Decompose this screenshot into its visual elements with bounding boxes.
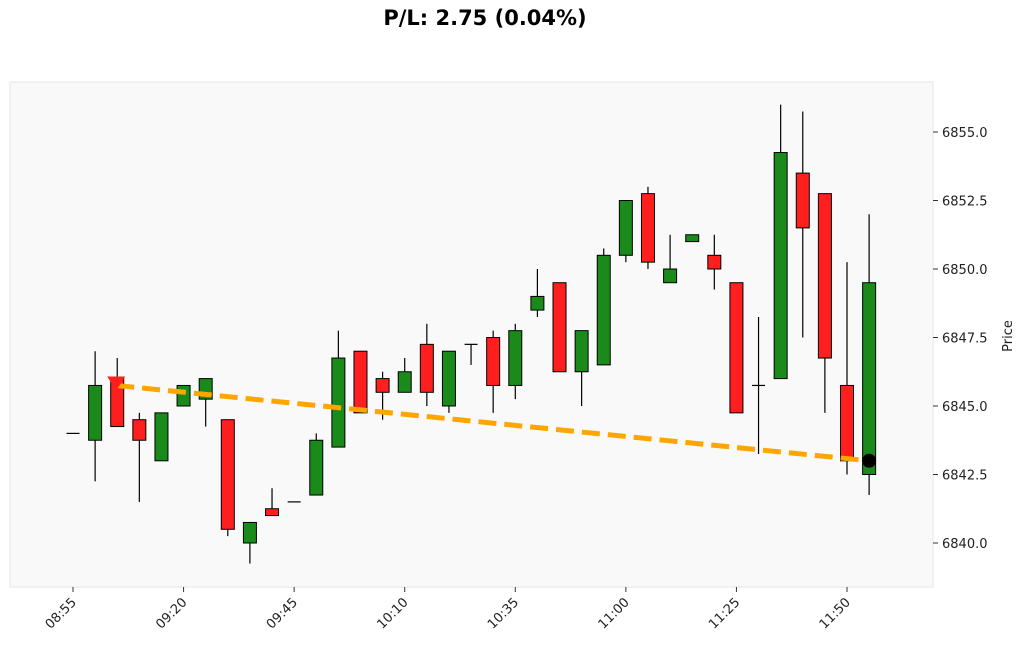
candle-body-up xyxy=(508,330,523,386)
plot-area xyxy=(9,81,934,588)
candle xyxy=(530,269,545,317)
candle-body-down xyxy=(817,193,832,359)
candle-body-up xyxy=(663,268,678,284)
trade-overlay xyxy=(107,376,877,468)
candle xyxy=(773,104,788,380)
y-tick-label: 6842.5 xyxy=(942,469,988,484)
candle xyxy=(574,330,589,406)
candle xyxy=(220,419,235,537)
candle-body-down xyxy=(840,384,854,462)
candle-body-down xyxy=(375,378,390,393)
x-tick-label: 09:45 xyxy=(264,595,301,632)
x-axis: 08:55 09:20 09:45 10:10 10:35 11:00 11:25 11:50 xyxy=(43,587,854,632)
candle xyxy=(707,234,722,290)
candle xyxy=(154,412,169,462)
candle xyxy=(729,282,744,414)
candle xyxy=(309,433,324,496)
entry-marker xyxy=(107,376,126,391)
y-tick-label: 6845.0 xyxy=(942,400,988,415)
candle xyxy=(596,248,611,366)
x-tick-label: 08:55 xyxy=(43,595,80,632)
candle-body-up xyxy=(773,152,788,380)
candle xyxy=(552,282,567,373)
candle xyxy=(464,343,478,365)
y-axis: 6840.0 6842.5 6845.0 6847.5 6850.0 6852.5 6855… xyxy=(933,126,988,552)
candle-body-up xyxy=(530,295,545,311)
candle-body-down xyxy=(486,337,501,386)
candle xyxy=(817,193,832,413)
candle-body-up xyxy=(574,330,589,373)
candle xyxy=(795,111,810,338)
candle xyxy=(242,521,257,564)
candle-body-down xyxy=(265,508,280,517)
candle xyxy=(110,358,125,428)
candle xyxy=(176,384,191,407)
x-tick-label: 10:35 xyxy=(485,595,522,632)
candle xyxy=(862,214,877,496)
candle xyxy=(508,323,523,400)
candle-body-down xyxy=(640,193,655,263)
candle xyxy=(331,330,346,448)
candle-body-down xyxy=(419,343,434,393)
x-tick-label: 10:10 xyxy=(374,595,411,632)
candle-body-up xyxy=(397,371,412,393)
candle xyxy=(618,200,633,263)
candle xyxy=(685,234,700,243)
candle-body-down xyxy=(353,350,368,414)
y-tick-label: 6852.5 xyxy=(942,195,988,210)
candle xyxy=(840,262,854,475)
candle-body-up xyxy=(441,350,456,407)
candle xyxy=(419,323,434,406)
candle-body-up xyxy=(242,521,257,544)
candle-body-up xyxy=(88,384,103,441)
candle xyxy=(265,488,280,517)
candle xyxy=(640,186,655,269)
candle-body-up xyxy=(618,200,633,256)
x-tick-label: 11:50 xyxy=(817,595,854,632)
candle xyxy=(441,350,456,413)
candle-body-down xyxy=(729,282,744,414)
exit-marker xyxy=(862,453,877,468)
candle xyxy=(132,412,147,502)
x-tick-label: 11:25 xyxy=(706,595,743,632)
x-tick-label: 11:00 xyxy=(596,595,633,632)
candle xyxy=(663,234,678,284)
candle-body-up xyxy=(685,234,700,243)
y-tick-label: 6850.0 xyxy=(942,263,988,278)
candle-body-up xyxy=(862,282,877,476)
y-axis-label: Price xyxy=(1001,320,1016,352)
candle-body-up xyxy=(176,384,191,407)
candle-body-up xyxy=(331,357,346,448)
candle xyxy=(353,350,368,414)
y-tick-label: 6840.0 xyxy=(942,537,988,552)
chart-title: P/L: 2.75 (0.04%) xyxy=(383,6,587,30)
candle-body-down xyxy=(795,172,810,229)
candle xyxy=(752,316,766,454)
trade-line xyxy=(115,382,870,464)
candle xyxy=(88,351,103,482)
y-tick-label: 6847.5 xyxy=(942,332,988,347)
candles xyxy=(66,104,877,564)
x-tick-label: 09:20 xyxy=(153,595,190,632)
candle xyxy=(397,358,412,393)
candle-body-down xyxy=(707,254,722,270)
candle-body-down xyxy=(220,419,235,530)
candle-body-up xyxy=(596,254,611,366)
candle xyxy=(486,330,501,413)
candle-body-down xyxy=(132,419,147,441)
candle-body-down xyxy=(552,282,567,373)
candle-body-up xyxy=(154,412,169,462)
candle-body-up xyxy=(309,439,324,496)
y-tick-label: 6855.0 xyxy=(942,126,988,141)
